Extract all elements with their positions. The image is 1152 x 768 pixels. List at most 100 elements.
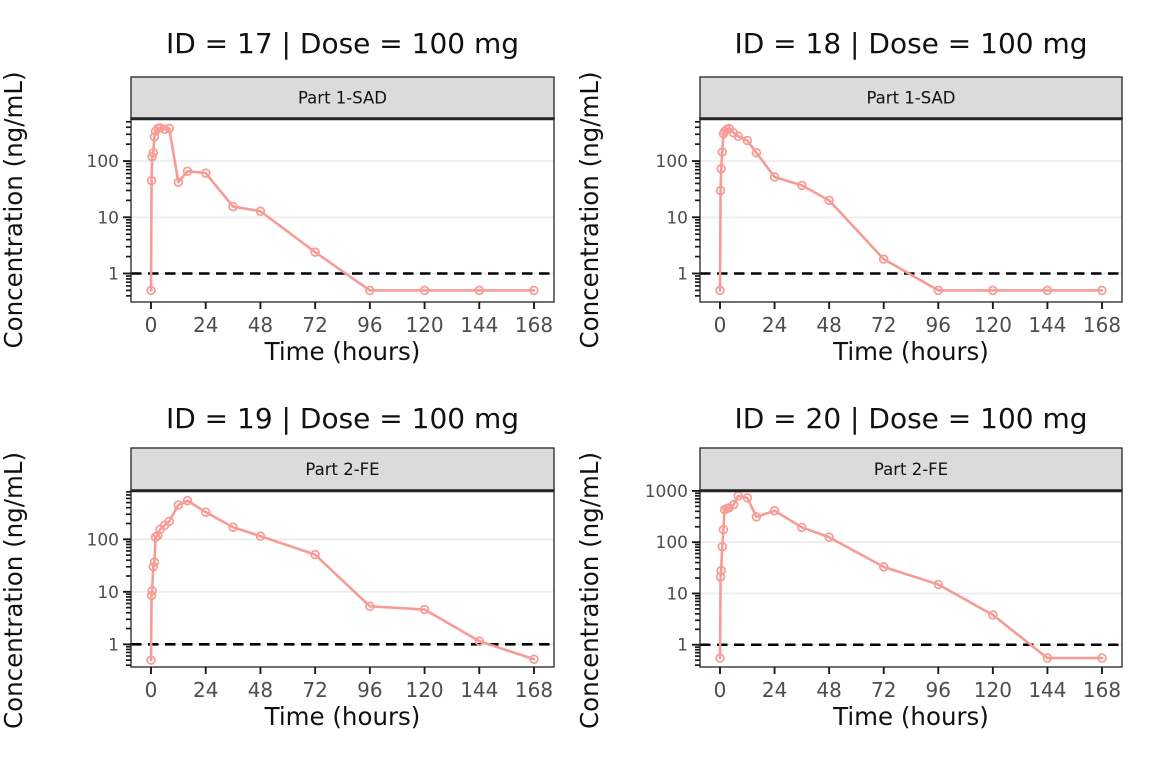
data-point-marker <box>529 654 539 664</box>
data-point-marker <box>751 147 762 158</box>
y-tick-label: 100 <box>656 533 688 553</box>
data-point-marker <box>824 195 834 206</box>
subplot-1: Part 1-SAD 1 10 100 0 24 48 72 96 120 144 168 ID = 1… <box>576 27 1123 366</box>
data-point-marker <box>1042 285 1053 296</box>
y-tick-label: 100 <box>656 152 688 172</box>
x-axis-title: Time (hours) <box>832 702 989 731</box>
data-point-marker <box>751 512 762 522</box>
subplot-title: ID = 20 | Dose = 100 mg <box>734 402 1087 435</box>
x-tick-label: 120 <box>974 678 1012 702</box>
y-axis-title: Concentration (ng/mL) <box>0 452 28 729</box>
data-point-marker <box>146 590 157 601</box>
data-point-marker <box>173 500 184 510</box>
data-point-marker <box>173 177 184 188</box>
plot-panel-background <box>700 490 1122 667</box>
x-tick-label: 120 <box>974 313 1012 337</box>
data-point-marker <box>228 201 238 212</box>
data-point-marker <box>164 123 174 134</box>
x-tick-label: 24 <box>193 313 218 337</box>
data-point-marker <box>200 507 211 517</box>
x-tick-label: 24 <box>762 313 787 337</box>
x-tick-label: 72 <box>302 678 327 702</box>
x-tick-label: 0 <box>145 313 158 337</box>
data-point-marker <box>147 585 157 596</box>
y-tick-label: 10 <box>97 583 119 603</box>
y-tick-label: 10 <box>666 208 688 228</box>
data-point-marker <box>1097 653 1107 663</box>
x-tick-label: 168 <box>1083 313 1121 337</box>
subplot-0: Part 1-SAD 1 10 100 0 24 48 72 96 120 144 168 ID = 1… <box>0 27 555 366</box>
facet-strip-label: Part 1-SAD <box>866 89 955 108</box>
x-tick-label: 48 <box>816 678 841 702</box>
data-point-marker <box>146 175 157 186</box>
y-tick-label: 1 <box>108 264 119 284</box>
y-tick-label: 10 <box>666 584 688 604</box>
data-point-marker <box>419 285 430 296</box>
data-point-marker <box>182 166 193 176</box>
data-point-marker <box>419 604 430 615</box>
data-point-marker <box>715 285 725 296</box>
y-tick-label: 1 <box>108 635 119 655</box>
data-point-marker <box>146 285 156 296</box>
data-point-marker <box>933 579 944 590</box>
data-point-marker <box>148 562 159 572</box>
x-tick-label: 120 <box>405 313 443 337</box>
data-point-marker <box>769 172 780 182</box>
x-axis-title: Time (hours) <box>264 337 421 366</box>
data-point-marker <box>474 636 485 646</box>
data-point-marker <box>733 131 743 142</box>
facet-strip <box>130 447 555 491</box>
x-tick-label: 96 <box>926 678 951 702</box>
data-point-marker <box>715 185 726 196</box>
data-point-marker <box>149 132 160 142</box>
y-axis-title: Concentration (ng/mL) <box>576 71 604 348</box>
data-point-marker <box>988 285 998 296</box>
data-point-marker <box>718 524 729 535</box>
x-axis-title: Time (hours) <box>264 702 421 731</box>
x-tick-label: 72 <box>871 313 896 337</box>
data-point-marker <box>365 285 375 296</box>
x-tick-label: 48 <box>248 678 273 702</box>
data-point-marker <box>182 495 193 506</box>
x-tick-label: 168 <box>515 313 553 337</box>
subplot-3: Part 2-FE 1 10 100 1000 0 24 48 72 96 120 144 168 ID … <box>576 402 1123 731</box>
subplot-2: Part 2-FE 1 10 100 0 24 48 72 96 120 144 168 ID = 19… <box>0 402 555 731</box>
x-tick-label: 144 <box>460 313 498 337</box>
x-tick-label: 120 <box>405 678 443 702</box>
y-tick-label: 1 <box>677 264 688 284</box>
x-tick-label: 96 <box>357 313 382 337</box>
data-point-marker <box>824 532 834 542</box>
data-point-marker <box>715 653 725 663</box>
data-point-marker <box>148 148 159 158</box>
x-tick-label: 96 <box>926 313 951 337</box>
data-point-marker <box>716 164 726 174</box>
data-point-marker <box>797 180 807 191</box>
y-tick-label: 100 <box>87 152 119 172</box>
x-tick-label: 72 <box>302 313 327 337</box>
data-point-marker <box>728 499 739 510</box>
x-tick-label: 24 <box>193 678 218 702</box>
data-point-marker <box>200 168 211 178</box>
data-point-marker <box>988 610 998 620</box>
subplot-title: ID = 19 | Dose = 100 mg <box>166 402 519 435</box>
data-point-marker <box>716 565 726 576</box>
data-point-marker <box>310 549 320 560</box>
x-tick-label: 144 <box>460 678 498 702</box>
facet-strip-label: Part 2-FE <box>305 460 379 479</box>
y-tick-label: 100 <box>87 530 119 550</box>
x-tick-label: 168 <box>1083 678 1121 702</box>
y-tick-label: 1 <box>677 636 688 656</box>
x-tick-label: 144 <box>1028 313 1066 337</box>
data-point-marker <box>255 206 266 217</box>
x-tick-label: 0 <box>714 313 727 337</box>
data-point-marker <box>1042 653 1053 663</box>
x-tick-label: 0 <box>714 678 727 702</box>
data-point-marker <box>529 285 539 296</box>
facet-strip <box>699 447 1123 491</box>
x-tick-label: 144 <box>1028 678 1066 702</box>
data-point-marker <box>742 135 753 146</box>
x-tick-label: 72 <box>871 678 896 702</box>
data-point-marker <box>1097 285 1107 296</box>
data-point-marker <box>365 601 375 612</box>
data-point-marker <box>164 516 174 527</box>
